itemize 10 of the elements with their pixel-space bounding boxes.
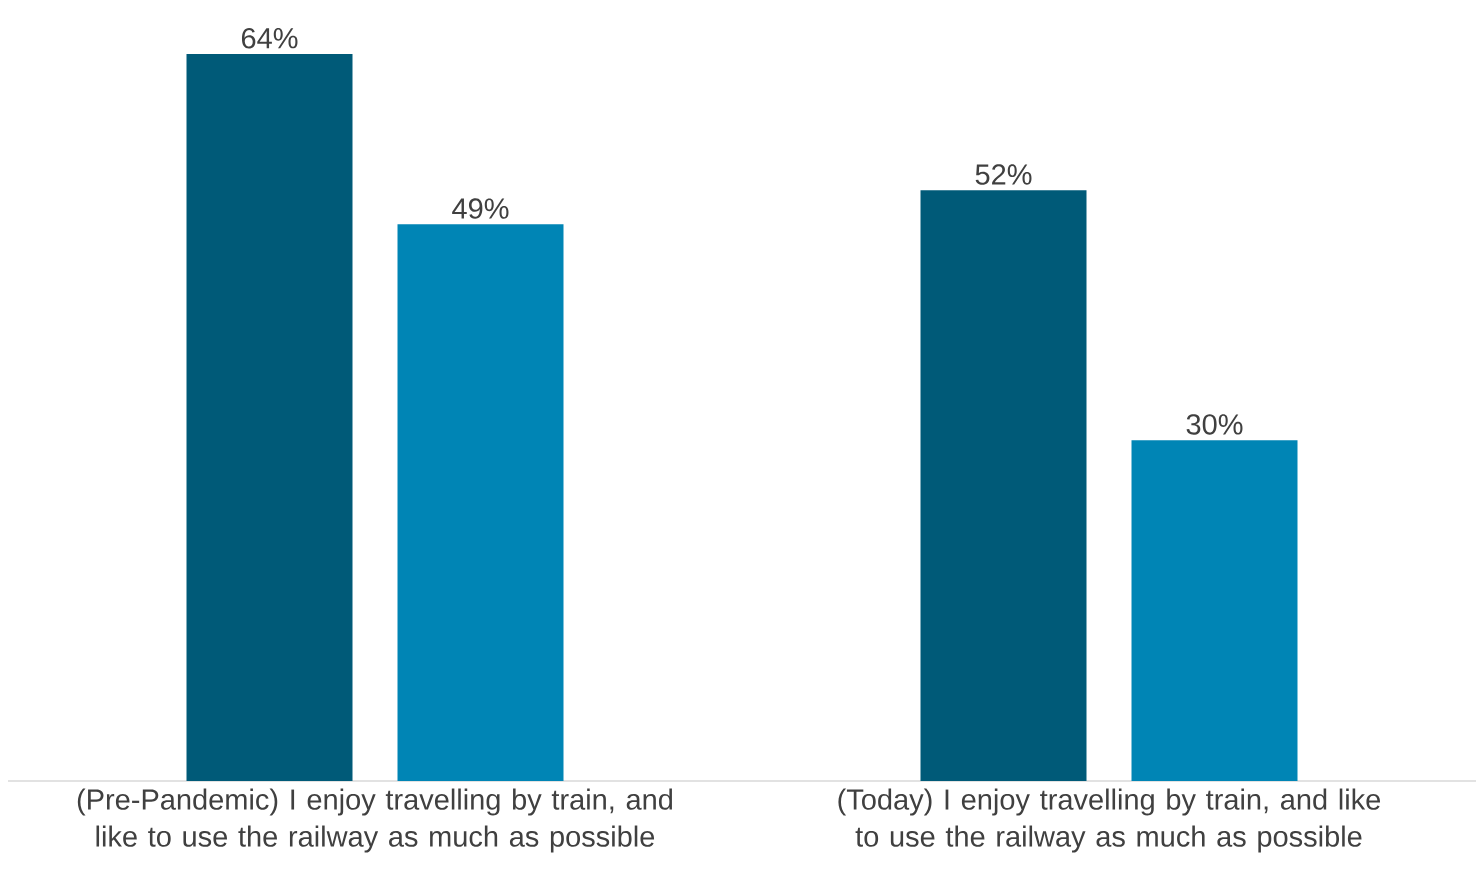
data-label: 49% bbox=[452, 198, 509, 219]
bar bbox=[920, 190, 1087, 781]
data-label: 52% bbox=[975, 164, 1032, 185]
data-label: 30% bbox=[1186, 414, 1243, 435]
x-tick-label: (Today) I enjoy travelling by train, and like to use the railway as much as possible bbox=[838, 788, 1381, 853]
x-tick-label: (Pre-Pandemic) I enjoy travelling by train, and like to use the railway as much as possible bbox=[77, 788, 673, 853]
bar bbox=[1131, 440, 1298, 781]
bar bbox=[186, 53, 353, 781]
bar bbox=[397, 224, 564, 781]
data-label: 64% bbox=[241, 27, 298, 49]
